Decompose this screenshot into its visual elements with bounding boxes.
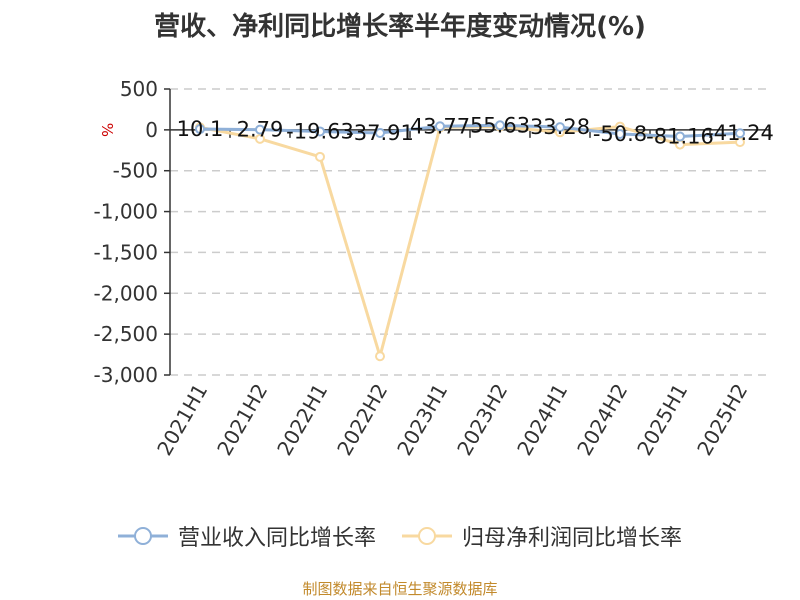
legend: 营业收入同比增长率 归母净利润同比增长率 — [0, 520, 800, 552]
y-tick-label: -3,000 — [94, 363, 158, 387]
revenue-point — [555, 122, 565, 133]
x-tick-label: 2024H1 — [512, 380, 572, 460]
revenue-growth-line — [199, 123, 741, 138]
revenue-data-label: 43.77 — [410, 114, 470, 138]
x-tick-label: 2024H2 — [572, 380, 632, 460]
revenue-data-label: 33.28 — [530, 115, 590, 139]
y-axis-unit-label: % — [98, 123, 116, 137]
x-tick-label: 2025H2 — [692, 380, 752, 460]
net-profit-point — [255, 133, 265, 144]
revenue-data-label: -81.16 — [646, 124, 714, 148]
x-tick-label: 2022H1 — [272, 380, 332, 460]
legend-label-revenue: 营业收入同比增长率 — [177, 526, 376, 551]
chart-title: 营收、净利同比增长率半年度变动情况(%) — [154, 12, 646, 42]
revenue-point — [195, 124, 205, 135]
x-tick-label: 2025H1 — [632, 380, 692, 460]
legend-item-net-profit[interactable]: 归母净利润同比增长率 — [402, 520, 682, 552]
revenue-point — [375, 127, 385, 138]
y-tick-label: 0 — [145, 118, 158, 142]
net-profit-point — [375, 351, 385, 362]
legend-swatch-revenue — [117, 527, 168, 545]
revenue-data-label: -37.91 — [346, 121, 414, 145]
revenue-point — [435, 121, 445, 132]
revenue-point — [315, 126, 325, 137]
revenue-data-label: 55.63 — [470, 113, 530, 137]
revenue-point — [495, 120, 505, 131]
x-tick-label: 2021H1 — [152, 380, 212, 460]
series-lines — [195, 120, 745, 362]
y-tick-label: -1,000 — [94, 200, 158, 224]
net-profit-point — [315, 151, 325, 162]
source-note: 制图数据来自恒生聚源数据库 — [302, 580, 498, 598]
y-tick-label: 500 — [120, 77, 158, 101]
y-tick-label: -2,000 — [94, 281, 158, 305]
y-tick-label: -2,500 — [94, 322, 158, 346]
x-tick-label: 2023H1 — [392, 380, 452, 460]
revenue-point — [615, 129, 625, 140]
y-tick-label: -1,500 — [94, 240, 158, 264]
legend-label-net-profit: 归母净利润同比增长率 — [462, 526, 683, 551]
revenue-data-label: -19.63 — [286, 119, 354, 143]
x-tick-label: 2023H2 — [452, 380, 512, 460]
x-tick-label: 2021H2 — [212, 380, 272, 460]
net-profit-growth-line — [199, 125, 741, 358]
grid-lines — [170, 88, 770, 376]
revenue-point — [255, 124, 265, 135]
legend-swatch-net-profit — [402, 527, 452, 545]
revenue-data-label: -50.8 — [593, 122, 647, 146]
revenue-point — [675, 131, 685, 142]
revenue-data-label: 2.79 — [237, 118, 284, 142]
revenue-data-label: -41.24 — [706, 121, 774, 145]
revenue-point — [735, 128, 745, 139]
legend-item-revenue[interactable]: 营业收入同比增长率 — [117, 520, 376, 552]
x-tick-label: 2022H2 — [332, 380, 392, 460]
y-tick-label: -500 — [113, 159, 158, 183]
revenue-data-label: 10.1 — [177, 117, 224, 141]
